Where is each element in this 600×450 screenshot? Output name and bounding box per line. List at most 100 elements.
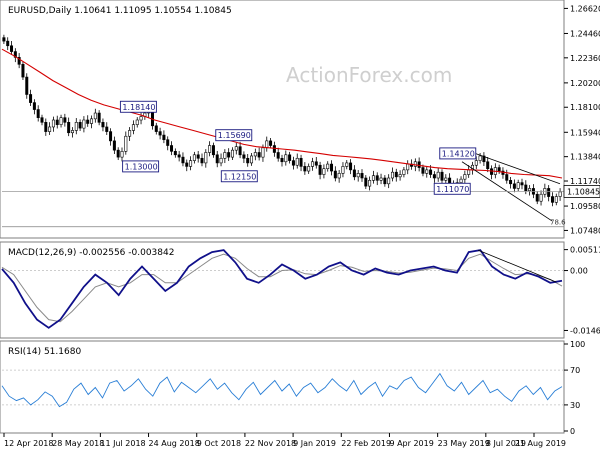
candle-body (173, 151, 177, 156)
macd-title: MACD(12,26,9) -0.002556 -0.003842 (8, 248, 174, 258)
macd-axis-label: -0.014647 (570, 326, 600, 335)
candle-body (299, 157, 303, 167)
candle-body (70, 130, 74, 134)
candle-body (128, 130, 132, 137)
candle-body (6, 40, 10, 47)
candle-body (516, 182, 520, 189)
x-axis-label: 8 Jul 2019 (486, 439, 526, 448)
x-axis-label: 22 Nov 2018 (245, 439, 296, 448)
candle-body (59, 117, 63, 125)
candle-body (558, 191, 562, 197)
candle-body (383, 177, 387, 185)
candle-body (131, 124, 135, 131)
candle-body (32, 102, 36, 110)
candle-body (478, 155, 482, 161)
candle-body (547, 188, 551, 197)
candle-body (158, 131, 162, 136)
candle-body (356, 173, 360, 178)
candle-body (105, 126, 109, 132)
price-axis-label: 1.26620 (570, 4, 600, 13)
candle-body (333, 170, 337, 179)
level-label-box (215, 129, 253, 142)
candle-body (200, 157, 204, 164)
rsi-panel: RSI(14) 51.1680 (0, 340, 565, 434)
candle-body (330, 163, 334, 172)
x-axis-label: 22 Feb 2019 (341, 439, 391, 448)
price-title: EURUSD,Daily 1.10641 1.11095 1.10554 1.1… (8, 6, 232, 16)
candle-body (25, 76, 29, 95)
candle-body (280, 157, 284, 163)
candle-body (432, 174, 436, 179)
candle-body (40, 117, 44, 123)
candle-body (196, 154, 200, 159)
candle-body (204, 152, 208, 164)
candle-body (291, 160, 295, 166)
candle-body (10, 45, 14, 52)
candle-body (230, 149, 234, 158)
candle-body (219, 157, 223, 164)
level-label-box (433, 182, 471, 195)
candle-body (93, 112, 97, 120)
candle-body (539, 193, 543, 202)
macd-panel: MACD(12,26,9) -0.002556 -0.003842 (0, 241, 565, 339)
candle-body (215, 154, 219, 164)
candle-body (246, 157, 250, 164)
candle-body (154, 125, 158, 132)
candle-body (326, 163, 330, 170)
candle-body (463, 174, 467, 180)
candle-body (314, 161, 318, 166)
candle-body (371, 175, 375, 181)
x-axis-label: 9 Jan 2019 (293, 439, 336, 448)
price-axis-label: 1.15940 (570, 128, 600, 137)
x-axis-label: 9 Oct 2018 (197, 439, 241, 448)
candle-body (276, 152, 280, 159)
candle-body (124, 135, 128, 152)
candle-body (74, 122, 78, 131)
current-price-label: 1.10845 (567, 187, 600, 196)
candle-body (505, 174, 509, 181)
macd-line (1, 249, 563, 329)
candle-body (181, 156, 185, 164)
candle-body (512, 183, 516, 189)
channel-upper-trendline (465, 149, 561, 185)
candle-body (413, 161, 417, 167)
candle-body (368, 180, 372, 187)
candle-body (535, 193, 539, 202)
price-axis-label: 1.22360 (570, 54, 600, 63)
candle-body (67, 122, 71, 134)
price-panel-frame (0, 0, 565, 239)
x-axis-label: 9 Apr 2019 (389, 439, 433, 448)
candle-body (390, 171, 394, 179)
candle-body (208, 145, 212, 153)
candle-body (135, 119, 139, 125)
candle-body (322, 168, 326, 175)
level-label-text: 1.15690 (218, 131, 251, 140)
candle-body (364, 177, 368, 187)
candle-body (554, 196, 558, 203)
rsi-axis-label: 0 (570, 427, 575, 436)
price-axis-label: 1.13840 (570, 153, 600, 162)
candle-body (467, 169, 471, 175)
candle-body (303, 166, 307, 172)
candle-body (341, 166, 345, 174)
candle-body (63, 117, 67, 123)
candle-body (417, 161, 421, 168)
candle-body (482, 155, 486, 163)
candle-body (170, 145, 174, 152)
candle-body (78, 122, 82, 129)
candle-body (250, 155, 254, 164)
rsi-axis-label: 100 (570, 340, 585, 349)
price-panel: EURUSD,Daily 1.10641 1.11095 1.10554 1.1… (0, 0, 565, 239)
candle-body (425, 169, 429, 174)
candle-body (429, 169, 433, 175)
candle-body (375, 175, 379, 181)
watermark: ActionForex.com (286, 63, 452, 87)
level-label-box (122, 160, 160, 173)
candle-body (421, 167, 425, 174)
candle-body (86, 119, 90, 124)
candle-body (394, 171, 398, 178)
x-axis-label: 28 May 2018 (52, 439, 104, 448)
candle-body (261, 147, 265, 158)
candle-body (189, 160, 193, 167)
